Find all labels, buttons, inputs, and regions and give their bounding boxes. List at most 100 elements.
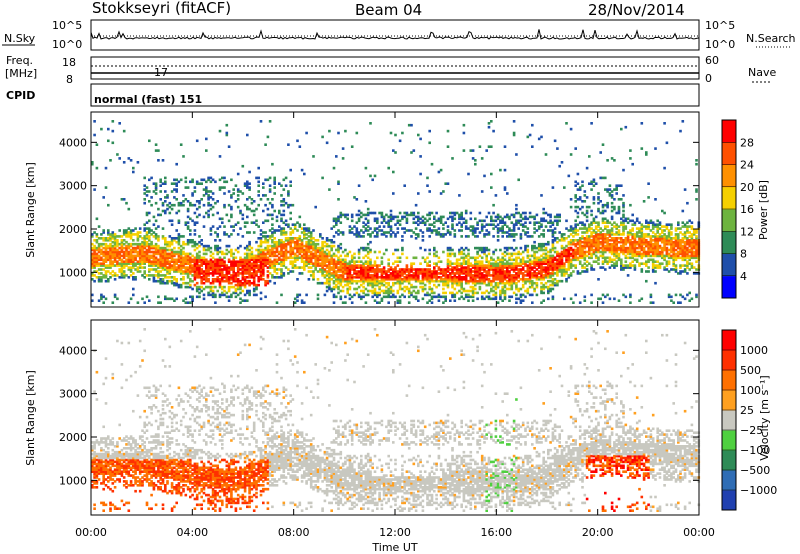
power-cell <box>246 180 249 184</box>
power-cell <box>191 264 194 267</box>
power-cell <box>506 213 509 217</box>
power-cell <box>528 281 532 285</box>
power-cell <box>494 219 498 223</box>
power-cell <box>170 250 174 254</box>
power-cell <box>410 229 413 232</box>
power-cell <box>565 279 568 283</box>
power-cell <box>111 141 115 145</box>
power-cell <box>613 262 616 265</box>
power-cell <box>403 279 406 283</box>
power-cell <box>314 239 317 242</box>
power-cell <box>97 279 101 283</box>
power-cell <box>348 260 352 263</box>
power-cell <box>467 270 470 273</box>
power-cell <box>542 291 545 295</box>
power-cell <box>328 260 331 263</box>
power-cell <box>264 203 267 207</box>
power-cell <box>392 268 395 271</box>
power-cell <box>396 260 400 263</box>
power-cell <box>478 268 482 271</box>
power-cell <box>257 256 260 260</box>
power-cell <box>227 190 231 193</box>
power-cell <box>161 246 165 250</box>
power-cell <box>414 279 418 283</box>
power-cell <box>145 295 149 299</box>
power-cell <box>166 194 169 197</box>
power-cell <box>143 250 146 254</box>
power-cell <box>553 268 557 271</box>
power-cell <box>91 233 94 236</box>
power-cell <box>195 262 199 265</box>
power-cell <box>273 250 276 254</box>
power-cell <box>524 260 527 263</box>
power-cell <box>355 270 359 273</box>
power-cell <box>597 242 600 246</box>
power-cell <box>157 250 160 254</box>
power-cell <box>154 182 158 185</box>
power-cell <box>382 231 386 234</box>
power-cell <box>97 256 101 260</box>
power-cell <box>581 184 584 187</box>
power-cell <box>480 227 484 230</box>
power-cell <box>207 176 210 180</box>
power-cell <box>325 141 329 145</box>
power-cell <box>401 227 404 230</box>
power-cell <box>405 278 409 281</box>
power-cell <box>467 260 470 263</box>
power-cell <box>396 299 400 302</box>
power-cell <box>601 211 605 215</box>
power-cell <box>512 266 516 269</box>
power-cell <box>615 240 618 244</box>
power-cell <box>501 289 504 293</box>
power-cell <box>567 276 571 279</box>
power-cell <box>503 145 507 148</box>
power-cell <box>166 242 169 246</box>
power-cell <box>487 264 491 267</box>
power-cell <box>592 235 596 238</box>
power-cell <box>303 172 306 176</box>
power-cell <box>280 233 283 236</box>
power-cell <box>230 274 233 277</box>
power-cell <box>100 258 103 262</box>
power-cell <box>154 143 158 146</box>
power-cell <box>378 293 381 297</box>
power-cell <box>485 254 488 258</box>
noise-tick-right-top: 10^5 <box>705 19 735 32</box>
power-cell <box>195 285 199 289</box>
power-cell <box>613 233 616 236</box>
power-cell <box>191 192 194 195</box>
power-cell <box>373 287 377 291</box>
power-cell <box>446 264 450 267</box>
power-cell <box>102 239 105 242</box>
power-cell <box>537 260 541 263</box>
power-cell <box>439 295 443 299</box>
power-cell <box>104 244 108 248</box>
power-cell <box>284 244 288 248</box>
power-cell <box>148 244 151 248</box>
power-cell <box>592 250 596 254</box>
power-cell <box>166 252 169 256</box>
power-cell <box>369 240 372 244</box>
power-cell <box>385 291 388 295</box>
power-cell <box>355 227 359 230</box>
power-cell <box>433 295 436 299</box>
power-cell <box>528 215 532 219</box>
power-cell <box>594 231 598 234</box>
power-cell <box>138 258 142 262</box>
power-cell <box>250 274 254 277</box>
power-cell <box>369 281 372 285</box>
power-cell <box>321 244 324 248</box>
power-cell <box>556 213 559 217</box>
power-cell <box>542 262 545 265</box>
power-cell <box>120 235 124 238</box>
power-cell <box>273 209 276 213</box>
power-cell <box>95 276 99 279</box>
power-cell <box>394 266 397 269</box>
power-cell <box>168 256 172 260</box>
power-cell <box>615 262 618 265</box>
power-cell <box>307 278 311 281</box>
power-cell <box>503 295 507 299</box>
power-cell <box>325 281 329 285</box>
power-cell <box>471 270 475 273</box>
power-cell <box>353 196 356 199</box>
